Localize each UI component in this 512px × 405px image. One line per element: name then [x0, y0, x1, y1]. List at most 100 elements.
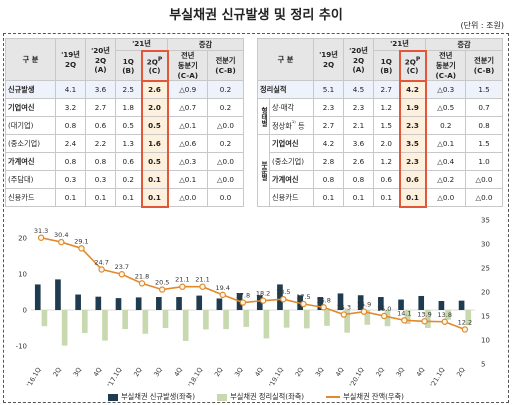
table-cell: △0.0	[425, 188, 467, 207]
col-20-2q-header: '20년 2Q (A)	[85, 38, 116, 81]
balance-point	[461, 326, 469, 333]
y-right-tick: 30	[481, 241, 490, 249]
table-cell: 0.1	[313, 188, 345, 207]
table-row: (중소기업) 2.4 2.2 1.3 1.6 △0.6 0.2	[5, 134, 245, 153]
table-cell: △0.0	[465, 170, 504, 189]
y-left-tick: 10	[18, 271, 27, 279]
trend-chart: 20 10 0 -10 35 30 25 20 15 10 5 31.3 30.4 29.1 24.7 23.…	[16, 217, 490, 389]
group-label-type: 형태별	[257, 98, 270, 135]
bar-resolved	[425, 310, 431, 328]
table-cell: 3.6	[343, 134, 375, 153]
balance-point	[138, 280, 146, 287]
row-label: (주담대)	[5, 170, 56, 189]
row-label: 정상화¹⁾ 등	[268, 116, 315, 135]
x-tick: 2Q	[294, 366, 306, 378]
page-title: 부실채권 신규발생 및 정리 추이	[169, 8, 343, 23]
table-cell: 0.1	[140, 170, 169, 189]
table-cell: 1.8	[115, 98, 142, 117]
x-tick: 3Q	[314, 366, 326, 378]
row-label: 정리실적	[256, 80, 315, 99]
table-cell: 0.1	[115, 188, 142, 207]
row-label: (중소기업)	[5, 134, 56, 153]
col-yoy-header: 전년 동분기 (C-A)	[167, 50, 209, 81]
table-cell: 4.1	[55, 80, 86, 99]
bar-resolved	[384, 310, 391, 327]
bar-new	[55, 279, 61, 310]
balance-label: 18.5	[276, 288, 290, 296]
balance-point	[118, 271, 126, 278]
table-cell: 0.0	[207, 188, 245, 207]
table-cell: △0.5	[425, 98, 467, 117]
table-cell: 0.1	[343, 188, 375, 207]
x-tick: '17.1Q	[106, 366, 124, 389]
bar-resolved	[41, 310, 48, 327]
table-cell: 2.7	[313, 116, 345, 135]
table-cell: 2.0	[140, 98, 169, 117]
balance-label: 15.3	[337, 304, 351, 312]
table-cell: 2.2	[85, 134, 116, 153]
table-cell: 3.5	[398, 134, 427, 153]
balance-point	[280, 295, 287, 303]
col-yoy-header: 전년 동분기 (C-A)	[425, 50, 467, 81]
balance-label: 15.9	[357, 301, 371, 309]
x-tick: 4Q	[334, 366, 346, 378]
bar-resolved	[122, 310, 128, 330]
x-tick: 2Q	[455, 366, 467, 378]
balance-point	[98, 266, 105, 273]
y-right-tick: 25	[481, 265, 490, 273]
table-cell: △0.1	[167, 170, 209, 189]
table-cell: △0.3	[425, 80, 467, 99]
x-tick: '20.1Q	[348, 366, 366, 389]
balance-label: 21.1	[175, 276, 189, 284]
x-tick: 3Q	[152, 366, 164, 378]
balance-line	[40, 236, 466, 331]
x-tick: '16.1Q	[25, 366, 43, 389]
x-tick: 4Q	[253, 366, 265, 378]
table-cell: △0.2	[425, 170, 467, 189]
left-table: 구 분 '19년 2Q '20년 2Q (A) '21년 증감 1Q (B) 2QP (C…	[5, 38, 245, 208]
y-right-tick: 20	[481, 289, 490, 297]
balance-label: 21.8	[135, 272, 149, 280]
col-21-1q-header: 1Q (B)	[115, 50, 142, 81]
balance-label: 20.5	[155, 279, 169, 287]
table-cell: 2.0	[373, 134, 401, 153]
balance-label: 15.0	[377, 305, 391, 313]
col-qoq-header: 전분기 (C-B)	[207, 50, 245, 81]
table-cell: 2.6	[343, 152, 375, 171]
x-tick: 3Q	[72, 366, 84, 378]
balance-label: 18.2	[256, 290, 270, 298]
bar-resolved	[364, 310, 371, 325]
y-left-tick: 0	[23, 307, 27, 315]
bar-resolved	[445, 310, 451, 320]
x-tick: 2Q	[374, 366, 386, 378]
table-cell: 2.3	[398, 116, 427, 135]
table-cell: 0.2	[207, 80, 245, 99]
table-cell: 1.9	[398, 98, 427, 117]
table-cell: 0.7	[465, 98, 504, 117]
table-cell: 0.6	[85, 116, 116, 135]
table-cell: △0.1	[425, 134, 467, 153]
bar-new	[458, 300, 465, 310]
bar-new	[256, 295, 263, 310]
bar-resolved	[102, 310, 108, 341]
table-cell: 0.8	[55, 152, 86, 171]
row-label: 가계여신	[268, 170, 315, 189]
bar-new	[317, 297, 324, 310]
table-cell: 0.1	[55, 188, 86, 207]
table-cell: 1.2	[373, 152, 401, 171]
table-cell: 2.3	[313, 98, 345, 117]
table-cell: △0.3	[167, 152, 209, 171]
balance-label: 13.9	[417, 310, 431, 318]
balance-label: 17.8	[236, 292, 250, 300]
y-right-tick: 15	[481, 313, 490, 321]
balance-label: 24.7	[94, 258, 108, 266]
row-label: 신용카드	[5, 188, 56, 207]
table-row: 기업여신 3.2 2.7 1.8 2.0 △0.7 0.2	[5, 98, 245, 117]
table-row: 신용카드 0.1 0.1 0.1 0.1 △0.0 0.0	[5, 188, 245, 208]
col-19-2q-header: '19년 2Q	[55, 38, 86, 81]
bar-resolved	[203, 310, 209, 330]
bar-new	[337, 293, 344, 310]
bar-new	[176, 297, 182, 310]
table-cell: △0.0	[207, 116, 245, 135]
balance-point	[179, 283, 186, 290]
